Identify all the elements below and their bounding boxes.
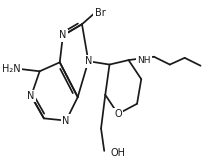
- Text: N: N: [85, 56, 92, 66]
- Text: OH: OH: [111, 148, 126, 158]
- Text: Br: Br: [95, 8, 105, 18]
- Text: H₂N: H₂N: [2, 64, 21, 74]
- Text: N: N: [59, 30, 67, 40]
- Text: N: N: [62, 116, 70, 126]
- Text: O: O: [114, 109, 122, 119]
- Text: N: N: [28, 91, 35, 101]
- Text: NH: NH: [137, 56, 150, 65]
